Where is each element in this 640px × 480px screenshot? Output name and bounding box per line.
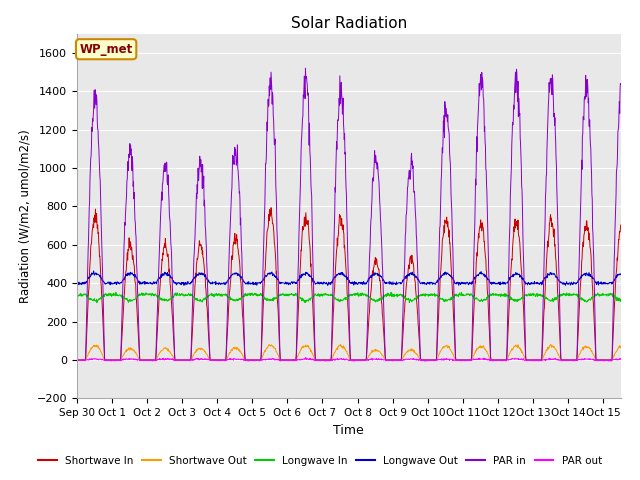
Y-axis label: Radiation (W/m2, umol/m2/s): Radiation (W/m2, umol/m2/s)	[18, 129, 31, 303]
X-axis label: Time: Time	[333, 424, 364, 437]
Title: Solar Radiation: Solar Radiation	[291, 16, 407, 31]
Legend: Shortwave In, Shortwave Out, Longwave In, Longwave Out, PAR in, PAR out: Shortwave In, Shortwave Out, Longwave In…	[34, 452, 606, 470]
Text: WP_met: WP_met	[79, 43, 132, 56]
